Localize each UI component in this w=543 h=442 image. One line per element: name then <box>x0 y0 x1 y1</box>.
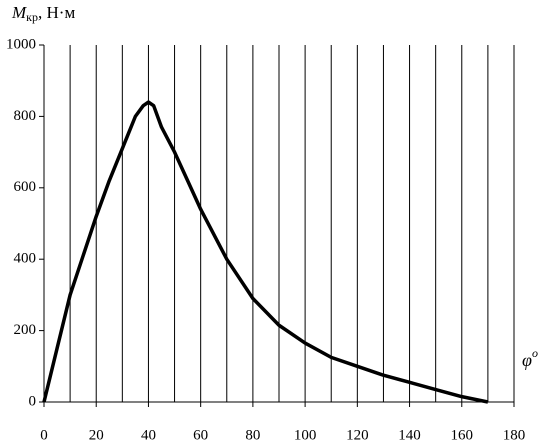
y-label-symbol: M <box>11 3 27 22</box>
y-tick-label: 600 <box>14 179 37 195</box>
x-tick-label: 160 <box>451 427 474 442</box>
x-tick-label: 80 <box>245 427 260 442</box>
x-tick-label: 20 <box>89 427 104 442</box>
x-tick-label: 60 <box>193 427 208 442</box>
x-label-superscript: o <box>532 346 538 360</box>
y-label-subscript: кр <box>26 10 38 24</box>
x-tick-label: 180 <box>503 427 526 442</box>
x-tick-label: 140 <box>398 427 421 442</box>
y-label-unit: , Н·м <box>38 3 75 22</box>
y-tick-label: 400 <box>14 251 37 267</box>
y-axis-label: Mкр, Н·м <box>11 3 75 24</box>
x-tick-label: 0 <box>40 427 48 442</box>
y-tick-label: 0 <box>29 393 37 409</box>
y-tick-label: 1000 <box>6 36 36 52</box>
y-tick-label: 200 <box>14 322 37 338</box>
x-axis-label: φo <box>522 346 538 370</box>
x-tick-label: 100 <box>294 427 317 442</box>
x-tick-label: 120 <box>346 427 369 442</box>
y-tick-label: 800 <box>14 108 37 124</box>
x-label-symbol: φ <box>522 350 532 370</box>
x-tick-label: 40 <box>141 427 156 442</box>
data-line <box>42 100 489 404</box>
